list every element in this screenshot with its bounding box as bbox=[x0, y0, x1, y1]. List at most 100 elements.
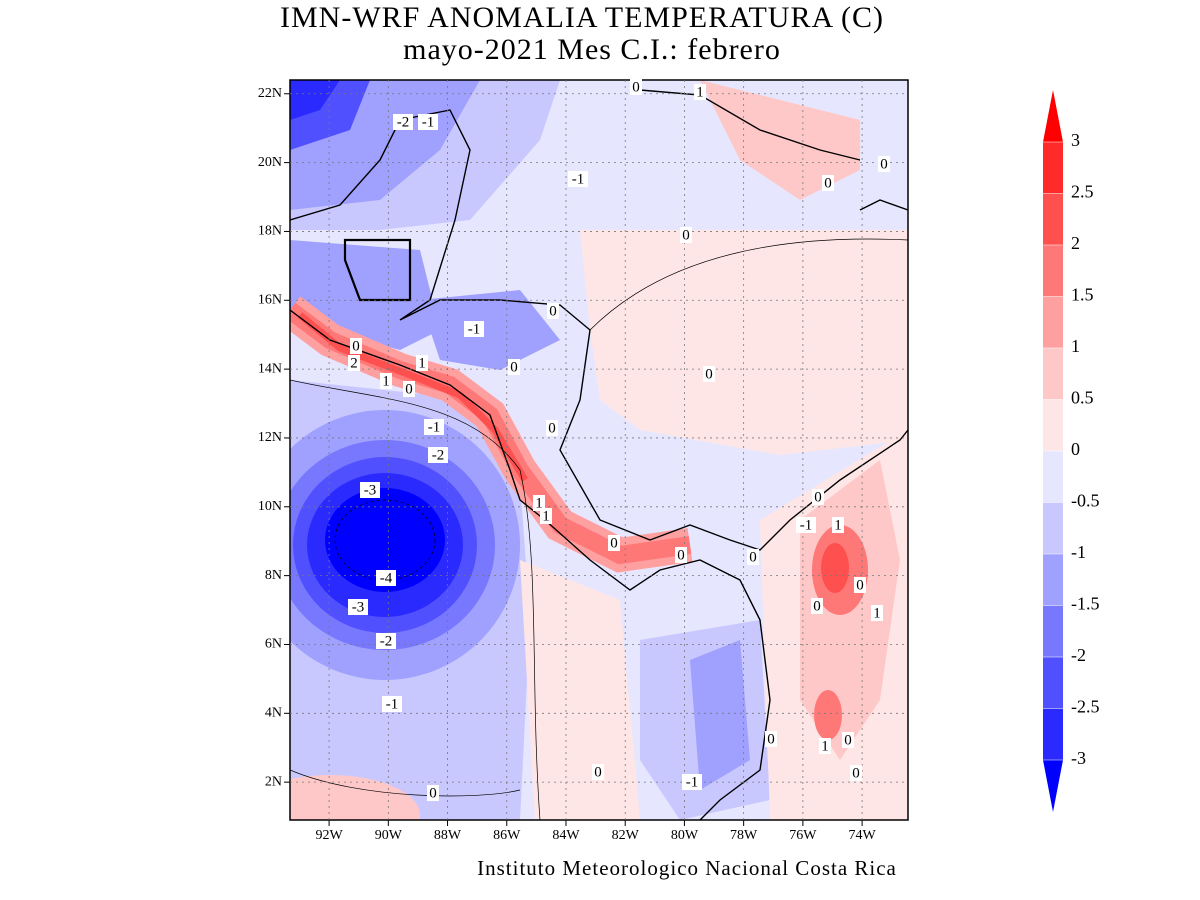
x-tick-label: 76W bbox=[789, 828, 817, 843]
y-tick-label: 2N bbox=[265, 774, 282, 789]
x-tick-label: 90W bbox=[375, 828, 403, 843]
x-tick-label: 86W bbox=[493, 828, 521, 843]
x-tick-label: 88W bbox=[434, 828, 462, 843]
contour-label-box bbox=[348, 599, 368, 615]
y-tick-label: 10N bbox=[258, 499, 282, 514]
contour-label: 0 bbox=[352, 338, 360, 354]
colorbar-label: -2.5 bbox=[1071, 697, 1100, 717]
contour-label-box bbox=[703, 366, 715, 382]
colorbar-swatch bbox=[1043, 245, 1063, 297]
contour-label: 0 bbox=[429, 785, 437, 801]
contour-label-box bbox=[546, 420, 558, 436]
y-tick-label: 14N bbox=[258, 361, 282, 376]
contour-label: 1 bbox=[382, 373, 390, 389]
map-frame bbox=[289, 79, 909, 821]
contour-label: 0 bbox=[749, 549, 757, 565]
y-tick-label: 18N bbox=[258, 224, 282, 239]
contour-label: 0 bbox=[880, 156, 888, 172]
contour-label: 0 bbox=[405, 381, 413, 397]
subtitle: mayo-2021 Mes C.I.: febrero bbox=[403, 33, 781, 66]
contour-label: -2 bbox=[380, 633, 393, 649]
title: IMN-WRF ANOMALIA TEMPERATURA (C) bbox=[280, 1, 884, 34]
colorbar-swatch bbox=[1043, 708, 1063, 760]
contour-label-box bbox=[376, 633, 396, 649]
contour-label: -1 bbox=[468, 321, 481, 337]
contour-label-box bbox=[508, 359, 520, 375]
contour-label: -2 bbox=[432, 447, 445, 463]
colorbar-label: 2.5 bbox=[1071, 182, 1094, 202]
contour-label-box bbox=[403, 381, 415, 397]
colorbar-label: -1.5 bbox=[1071, 594, 1100, 614]
colorbar-swatch bbox=[1043, 142, 1063, 194]
contour-label-box bbox=[348, 355, 360, 371]
colorbar-label: -3 bbox=[1071, 748, 1086, 768]
contour-label-box bbox=[682, 774, 702, 790]
contour-label: 2 bbox=[350, 355, 358, 371]
colorbar-swatch bbox=[1043, 296, 1063, 348]
y-tick-label: 6N bbox=[265, 637, 282, 652]
contour-label-box bbox=[854, 577, 866, 593]
contour-label-box bbox=[418, 114, 438, 130]
contour-label: 0 bbox=[549, 303, 557, 319]
x-tick-label: 78W bbox=[730, 828, 758, 843]
contour-label: 1 bbox=[821, 738, 829, 754]
contour-label-box bbox=[832, 517, 844, 533]
x-tick-label: 82W bbox=[612, 828, 640, 843]
contour-label: -3 bbox=[364, 482, 377, 498]
colorbar-swatch bbox=[1043, 502, 1063, 554]
contour-label-box bbox=[675, 547, 687, 563]
anomaly-field bbox=[290, 80, 908, 820]
contour-label-box bbox=[427, 785, 439, 801]
contour-label: 0 bbox=[548, 420, 556, 436]
y-tick-label: 20N bbox=[258, 155, 282, 170]
contour-label: 0 bbox=[510, 359, 518, 375]
colorbar-label: -2 bbox=[1071, 645, 1086, 665]
colorbar-label: -0.5 bbox=[1071, 491, 1100, 511]
contour-label: 0 bbox=[610, 535, 618, 551]
colorbar-low-arrow bbox=[1043, 760, 1063, 812]
contour-label: 0 bbox=[844, 732, 852, 748]
contour-label: 0 bbox=[824, 175, 832, 191]
contour-label-box bbox=[428, 447, 448, 463]
contour-label-box bbox=[592, 764, 604, 780]
contour-label-box bbox=[533, 495, 545, 511]
contour-label: 1 bbox=[696, 84, 704, 100]
contour-label-box bbox=[796, 517, 816, 533]
contour-label: -1 bbox=[686, 774, 699, 790]
contour-label-box bbox=[680, 227, 692, 243]
colorbar-swatch bbox=[1043, 657, 1063, 709]
contour-label-box bbox=[850, 765, 862, 781]
colorbar-label: 1.5 bbox=[1071, 285, 1094, 305]
contour-label: 0 bbox=[767, 731, 775, 747]
y-tick-label: 12N bbox=[258, 430, 282, 445]
colorbar-swatch bbox=[1043, 399, 1063, 451]
colorbar-label: 1 bbox=[1071, 336, 1080, 356]
contour-label: -1 bbox=[428, 419, 441, 435]
contour-label: 0 bbox=[813, 598, 821, 614]
colorbar-swatch bbox=[1043, 605, 1063, 657]
contour-label-box bbox=[694, 84, 706, 100]
contour-label-box bbox=[350, 338, 362, 354]
contour-label-box bbox=[547, 303, 559, 319]
contour-label: -4 bbox=[380, 570, 393, 586]
contour-label-box bbox=[393, 114, 413, 130]
footer: Instituto Meteorologico Nacional Costa R… bbox=[477, 856, 897, 880]
colorbar-swatch bbox=[1043, 193, 1063, 245]
colorbar-label: 0 bbox=[1071, 439, 1080, 459]
colorbar-label: -1 bbox=[1071, 542, 1086, 562]
contour-label: 1 bbox=[542, 508, 550, 524]
x-tick-label: 80W bbox=[671, 828, 699, 843]
contour-label-box bbox=[540, 508, 552, 524]
contour-label-box bbox=[464, 321, 484, 337]
contour-label-box bbox=[871, 605, 883, 621]
contour-label-box bbox=[812, 489, 824, 505]
contour-label-box bbox=[380, 373, 392, 389]
contour-label: 0 bbox=[705, 366, 713, 382]
contour-label-box bbox=[878, 156, 890, 172]
contour-label: 0 bbox=[856, 577, 864, 593]
x-tick-label: 84W bbox=[552, 828, 580, 843]
colorbar-label: 3 bbox=[1071, 130, 1080, 150]
contour-label-box bbox=[630, 79, 642, 95]
contour-label: -1 bbox=[386, 696, 399, 712]
contour-label-box bbox=[416, 355, 428, 371]
